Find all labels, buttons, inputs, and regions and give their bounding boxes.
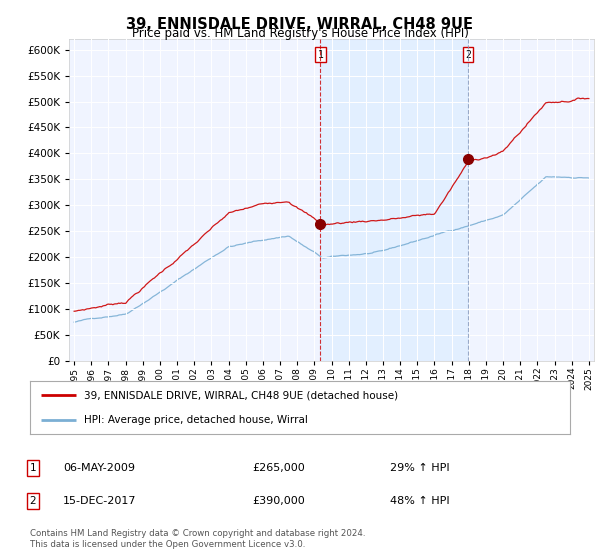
Text: £265,000: £265,000 — [252, 463, 305, 473]
Text: 15-DEC-2017: 15-DEC-2017 — [63, 496, 137, 506]
Text: 29% ↑ HPI: 29% ↑ HPI — [390, 463, 449, 473]
Bar — [320, 39, 468, 361]
Text: 1: 1 — [317, 50, 323, 60]
Text: Price paid vs. HM Land Registry's House Price Index (HPI): Price paid vs. HM Land Registry's House … — [131, 27, 469, 40]
Text: £390,000: £390,000 — [252, 496, 305, 506]
Text: 39, ENNISDALE DRIVE, WIRRAL, CH48 9UE: 39, ENNISDALE DRIVE, WIRRAL, CH48 9UE — [127, 17, 473, 32]
Text: Contains HM Land Registry data © Crown copyright and database right 2024.
This d: Contains HM Land Registry data © Crown c… — [30, 529, 365, 549]
Text: 06-MAY-2009: 06-MAY-2009 — [63, 463, 135, 473]
Text: 1: 1 — [29, 463, 37, 473]
Text: 39, ENNISDALE DRIVE, WIRRAL, CH48 9UE (detached house): 39, ENNISDALE DRIVE, WIRRAL, CH48 9UE (d… — [84, 390, 398, 400]
Text: 2: 2 — [29, 496, 37, 506]
Text: 48% ↑ HPI: 48% ↑ HPI — [390, 496, 449, 506]
Text: 2: 2 — [465, 50, 471, 60]
Text: HPI: Average price, detached house, Wirral: HPI: Average price, detached house, Wirr… — [84, 414, 308, 424]
